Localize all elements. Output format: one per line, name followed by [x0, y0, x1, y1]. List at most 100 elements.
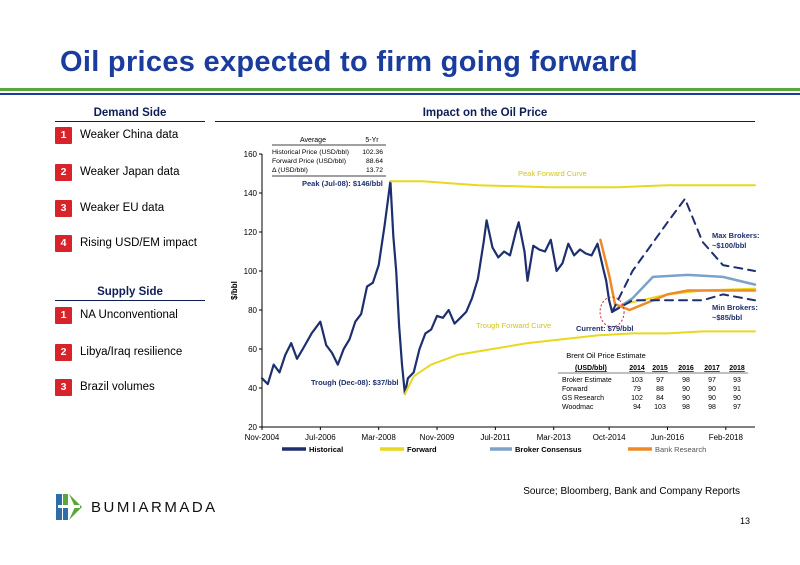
y-tick-label: 160: [244, 150, 258, 159]
demand-item: 3 Weaker EU data: [55, 199, 164, 217]
peak-annotation: Peak (Jul-08): $146/bbl: [302, 179, 383, 188]
trough-annotation: Trough (Dec-08): $37/bbl: [311, 378, 399, 387]
min-brokers-value: ~$85/bbl: [712, 313, 742, 322]
demand-item-number: 3: [55, 199, 72, 217]
logo-text: BUMIARMADA: [91, 498, 218, 516]
x-tick-label: Oct-2014: [593, 433, 626, 442]
supply-item: 2 Libya/Iraq resilience: [55, 343, 182, 361]
supply-item-label: Libya/Iraq resilience: [80, 346, 183, 358]
supply-item-number: 2: [55, 343, 72, 361]
max-brokers-value: ~$100/bbl: [712, 241, 746, 250]
estimate-table-header: 2017: [704, 365, 720, 372]
x-tick-label: Jul-2011: [480, 433, 511, 442]
supply-item: 1 NA Unconventional: [55, 306, 178, 324]
y-tick-label: 60: [248, 345, 257, 354]
series-line-max-brokers: [611, 197, 756, 313]
estimate-table-cell: 98: [708, 404, 716, 411]
series-line-forward: [403, 330, 756, 395]
supply-item-label: Brazil volumes: [80, 381, 155, 393]
x-tick-label: Jun-2016: [651, 433, 685, 442]
supply-item: 3 Brazil volumes: [55, 378, 155, 396]
chart-title: Impact on the Oil Price: [422, 107, 548, 119]
y-tick-label: 100: [244, 267, 258, 276]
y-axis-label: $/bbl: [230, 281, 239, 300]
x-tick-label: Feb-2018: [709, 433, 744, 442]
avg-table-cell: Historical Price (USD/bbl): [272, 149, 349, 156]
estimate-table-cell: 103: [654, 404, 666, 411]
x-tick-label: Nov-2009: [420, 433, 455, 442]
estimate-table-cell: 97: [656, 377, 664, 384]
estimate-table-cell: Forward: [562, 386, 588, 393]
y-tick-label: 140: [244, 189, 258, 198]
avg-table-cell: Δ (USD/bbl): [272, 167, 308, 174]
legend-label: Bank Research: [655, 445, 706, 454]
estimate-table-cell: 84: [656, 395, 664, 402]
series-line-min-brokers: [611, 293, 756, 313]
estimate-table-header: 2018: [729, 365, 745, 372]
x-tick-label: Mar-2008: [362, 433, 397, 442]
estimate-table-cell: 94: [633, 404, 641, 411]
estimate-table-cell: GS Research: [562, 395, 604, 402]
supply-item-label: NA Unconventional: [80, 309, 178, 321]
trough-forward-annotation: Trough Forward Curve: [476, 321, 551, 330]
peak-forward-annotation: Peak Forward Curve: [518, 169, 587, 178]
legend-label: Historical: [309, 445, 343, 454]
demand-side-rule: [55, 121, 205, 122]
demand-item-label: Weaker EU data: [80, 202, 165, 214]
demand-item-label: Weaker Japan data: [80, 166, 180, 178]
demand-item-number: 2: [55, 163, 72, 181]
chart-series: [260, 180, 757, 395]
estimate-table-cell: 97: [708, 377, 716, 384]
y-tick-label: 80: [248, 306, 257, 315]
estimate-table-header: 2014: [629, 365, 645, 372]
estimate-table-cell: 79: [633, 386, 641, 393]
x-tick-label: Mar-2013: [537, 433, 572, 442]
legend-label: Forward: [407, 445, 437, 454]
estimate-table-title: Brent Oil Price Estimate: [566, 351, 646, 360]
x-tick-label: Nov-2004: [245, 433, 280, 442]
estimate-table-cell: 103: [631, 377, 643, 384]
supply-item-number: 1: [55, 306, 72, 324]
chart-title-rule: [215, 121, 755, 122]
demand-item: 2 Weaker Japan data: [55, 163, 180, 181]
demand-item-number: 4: [55, 234, 72, 252]
top-rule-blue: [0, 93, 800, 95]
demand-item-label: Rising USD/EM impact: [80, 237, 197, 249]
estimate-table-cell: 90: [708, 386, 716, 393]
estimate-table-cell: Broker Estimate: [562, 377, 612, 384]
demand-item: 4 Rising USD/EM impact: [55, 234, 197, 252]
series-line-broker-consensus: [610, 273, 757, 314]
estimate-table-cell: 90: [733, 395, 741, 402]
current-price-marker: [599, 296, 625, 328]
estimate-table-header: 2015: [652, 365, 668, 372]
avg-table-cell: 102.36: [362, 149, 383, 156]
estimate-table-cell: 98: [682, 404, 690, 411]
series-line-forward: [389, 180, 756, 189]
estimate-table-cell: 97: [733, 404, 741, 411]
top-rule-green: [0, 88, 800, 91]
current-annotation: Current: $79/bbl: [576, 324, 634, 333]
series-line-bank-research: [599, 238, 757, 312]
estimate-table-cell: 102: [631, 395, 643, 402]
y-tick-label: 20: [248, 423, 257, 432]
page-title: Oil prices expected to firm going forwar…: [60, 46, 638, 78]
demand-item-label: Weaker China data: [80, 129, 179, 141]
estimate-table-cell: 93: [733, 377, 741, 384]
estimate-table-cell: 98: [682, 377, 690, 384]
avg-table-header: Average: [300, 137, 326, 144]
estimate-table-header: (USD/bbl): [575, 365, 607, 372]
chart-axes: 20 40 60 80 100 120 140 160 Nov-2004 Jul-2006 Mar-…: [230, 150, 755, 442]
avg-table-cell: Forward Price (USD/bbl): [272, 158, 346, 165]
max-brokers-label: Max Brokers:: [712, 231, 760, 240]
source-note: Source; Bloomberg, Bank and Company Repo…: [523, 486, 740, 497]
estimate-table-cell: 88: [656, 386, 664, 393]
legend-label: Broker Consensus: [515, 445, 582, 454]
min-brokers-label: Min Brokers:: [712, 303, 758, 312]
series-line-historical: [260, 180, 614, 395]
demand-item: 1 Weaker China data: [55, 126, 178, 144]
estimate-table-cell: 90: [708, 395, 716, 402]
demand-side-heading: Demand Side: [93, 107, 167, 119]
supply-side-heading: Supply Side: [97, 286, 163, 298]
estimate-table-cell: 90: [682, 386, 690, 393]
